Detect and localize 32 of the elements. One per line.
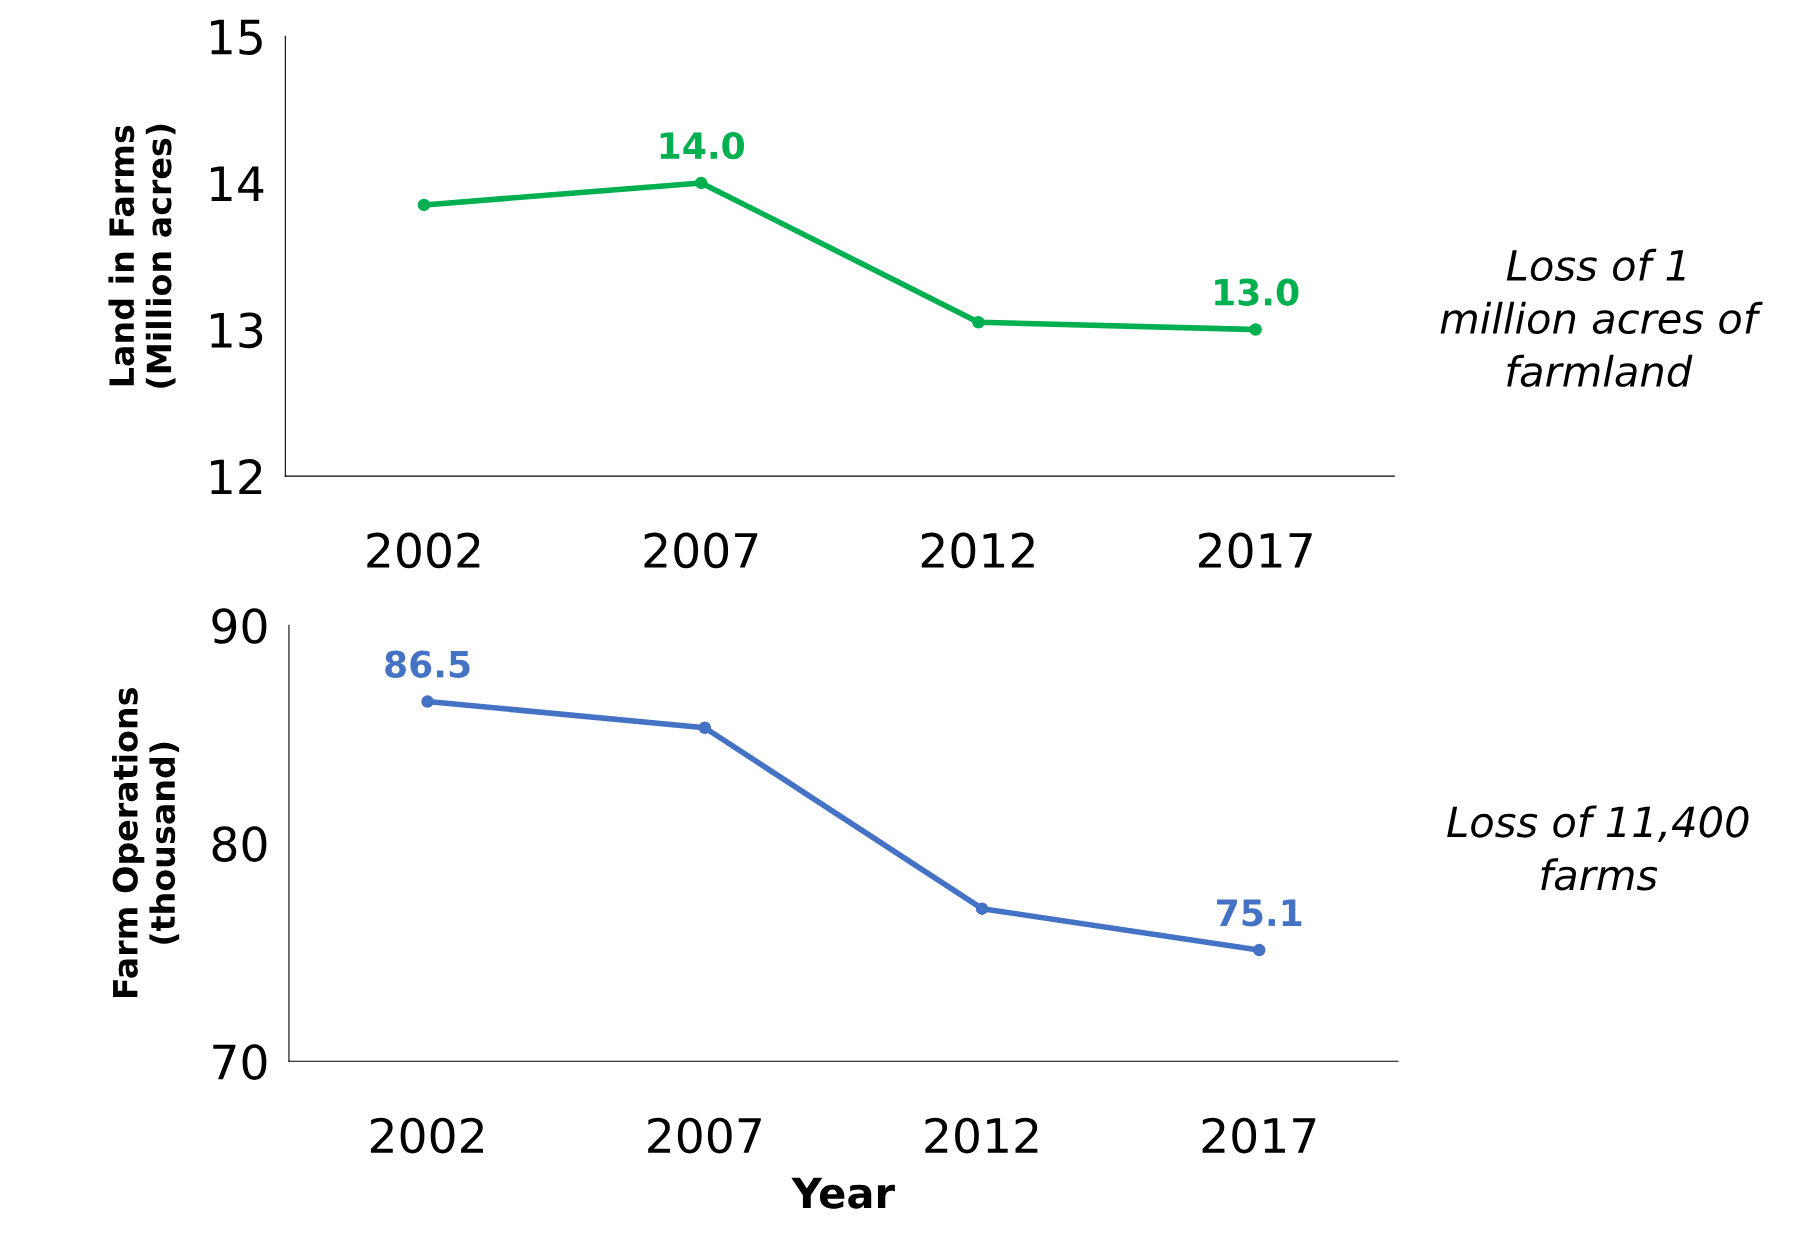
y-tick-label: 13 [211,312,263,349]
point [421,695,434,708]
data-label: 86.5 [385,650,470,678]
y-tick-label: 70 [213,1044,267,1080]
point [1249,323,1262,336]
point [972,315,985,329]
point [417,198,431,212]
x-tick-label: 2017 [1202,1117,1316,1154]
point [1252,943,1266,957]
point [698,721,712,734]
y-tick-label: 12 [211,459,262,495]
data-label: 75.1 [1217,899,1302,927]
x-tick-label: 2017 [1198,532,1312,569]
x-tick-label: 2012 [921,532,1034,569]
x-tick-label: 2002 [370,1117,483,1154]
y-tick-label: 90 [212,608,267,644]
data-label: 14.0 [660,131,744,160]
text: Loss of 11,400 farms [1447,805,1749,891]
x-tick-label: 2012 [925,1117,1038,1154]
point [975,902,989,915]
x-tick-label: 2002 [367,532,480,569]
text: Loss of 1 million acres of farmland [1440,248,1763,388]
y-tick-label: 14 [211,166,264,201]
y-axis-title: Farm Operations (thousand) [112,688,180,998]
x-tick-label: 2007 [648,1117,761,1154]
x-axis-title: Year [791,1177,895,1209]
y-tick-label: 15 [211,19,262,55]
y-tick-label: 80 [212,826,267,862]
y-axis-title: Land in Farms (Million acres) [108,124,176,388]
data-label: 13.0 [1215,278,1299,306]
point [694,176,708,190]
x-tick-label: 2007 [644,532,758,569]
